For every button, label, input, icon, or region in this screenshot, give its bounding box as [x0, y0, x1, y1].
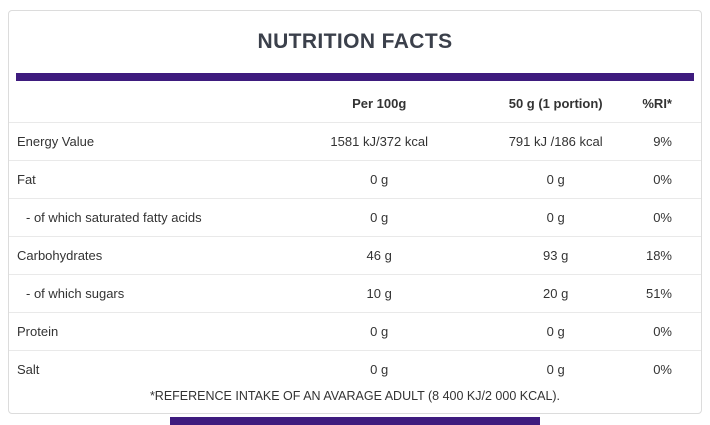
ri-percent-value: 0% [638, 312, 701, 351]
nutrient-label: Protein [9, 312, 286, 351]
bottom-accent-bar [170, 417, 540, 425]
ri-percent-value: 0% [638, 198, 701, 237]
nutrient-label: - of which saturated fatty acids [9, 198, 286, 237]
nutrient-label: - of which sugars [9, 274, 286, 313]
per-100g-value: 1581 kJ/372 kcal [285, 122, 473, 161]
nutrition-table: Per 100g 50 g (1 portion) %RI* Energy Va… [9, 83, 701, 413]
per-100g-value: 10 g [285, 274, 473, 313]
reference-intake-footnote: *REFERENCE INTAKE OF AN AVARAGE ADULT (8… [149, 389, 561, 403]
footnote-row: *REFERENCE INTAKE OF AN AVARAGE ADULT (8… [9, 388, 701, 413]
per-100g-value: 0 g [370, 362, 389, 377]
table-row: Fat 0 g 0 g 0% [9, 160, 701, 199]
table-row: Energy Value 1581 kJ/372 kcal 791 kJ /18… [9, 122, 701, 161]
column-header-portion: 50 g (1 portion) [472, 83, 639, 123]
ri-percent-value: 0% [653, 362, 672, 377]
column-header-per-100g: Per 100g [285, 83, 473, 123]
table-row: - of which sugars 10 g 20 g 51% [9, 274, 701, 313]
ri-percent-value: 51% [638, 274, 701, 313]
per-100g-value: 46 g [285, 236, 473, 275]
nutrient-label: Salt [17, 362, 40, 377]
nutrient-label: Energy Value [9, 122, 286, 161]
nutrient-label: Fat [9, 160, 286, 199]
table-row: Carbohydrates 46 g 93 g 18% [9, 236, 701, 275]
table-header-row: Per 100g 50 g (1 portion) %RI* [9, 83, 701, 123]
table-row: Salt 0 g 0 g 0% [9, 351, 701, 389]
portion-value: 93 g [472, 236, 639, 275]
table-row: Protein 0 g 0 g 0% [9, 312, 701, 351]
nutrition-facts-panel: NUTRITION FACTS Per 100g 50 g (1 portion… [8, 10, 702, 414]
column-header-ri: %RI* [638, 83, 701, 123]
per-100g-value: 0 g [285, 160, 473, 199]
per-100g-value: 0 g [285, 198, 473, 237]
page-title: NUTRITION FACTS [257, 30, 453, 53]
portion-value: 0 g [546, 362, 565, 377]
column-header-nutrient [9, 83, 286, 123]
ri-percent-value: 9% [638, 122, 701, 161]
portion-value: 0 g [472, 312, 639, 351]
top-accent-bar [16, 73, 694, 81]
portion-value: 791 kJ /186 kcal [472, 122, 639, 161]
ri-percent-value: 0% [638, 160, 701, 199]
portion-value: 0 g [472, 160, 639, 199]
nutrient-label: Carbohydrates [9, 236, 286, 275]
per-100g-value: 0 g [285, 312, 473, 351]
table-body: Energy Value 1581 kJ/372 kcal 791 kJ /18… [9, 122, 701, 389]
table-row: - of which saturated fatty acids 0 g 0 g… [9, 198, 701, 237]
portion-value: 20 g [472, 274, 639, 313]
portion-value: 0 g [472, 198, 639, 237]
ri-percent-value: 18% [638, 236, 701, 275]
